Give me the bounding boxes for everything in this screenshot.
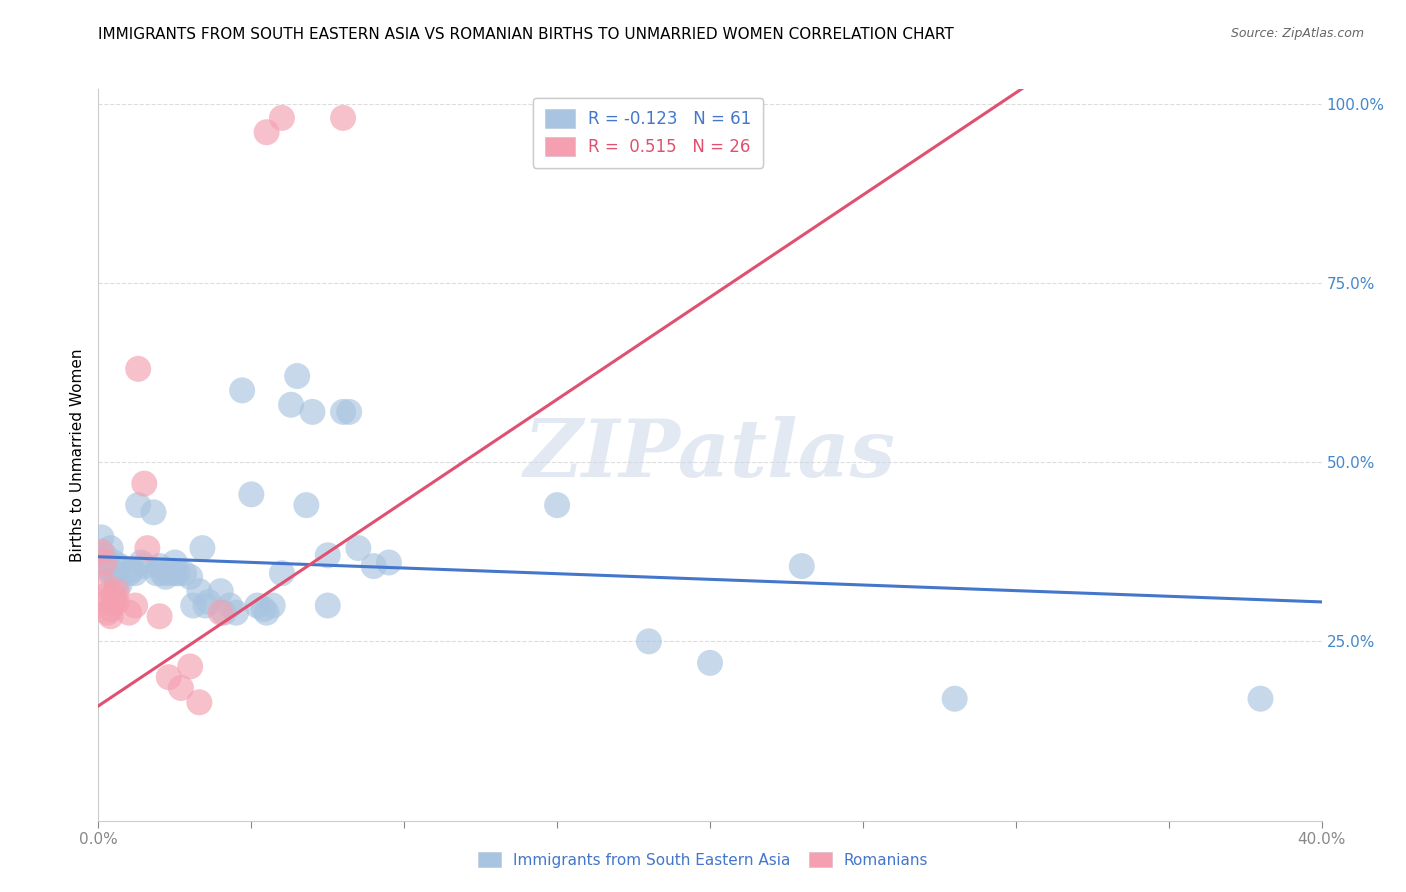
Point — [337, 405, 360, 419]
Point — [378, 556, 401, 570]
Point — [129, 556, 152, 570]
Point — [163, 556, 186, 570]
Point — [142, 505, 165, 519]
Point — [90, 530, 112, 544]
Point — [93, 549, 115, 563]
Point — [212, 606, 235, 620]
Point — [105, 584, 128, 599]
Point — [225, 606, 247, 620]
Point — [943, 691, 966, 706]
Point — [1249, 691, 1271, 706]
Point — [188, 695, 211, 709]
Point — [105, 595, 128, 609]
Point — [252, 602, 274, 616]
Point — [173, 566, 195, 581]
Y-axis label: Births to Unmarried Women: Births to Unmarried Women — [69, 348, 84, 562]
Point — [332, 111, 354, 125]
Point — [97, 588, 120, 602]
Point — [127, 362, 149, 376]
Point — [93, 556, 115, 570]
Point — [179, 659, 201, 673]
Point — [90, 545, 112, 559]
Point — [256, 125, 278, 139]
Point — [157, 566, 180, 581]
Point — [170, 681, 193, 695]
Point — [152, 566, 174, 581]
Point — [118, 606, 141, 620]
Point — [134, 559, 156, 574]
Point — [270, 111, 292, 125]
Point — [191, 541, 214, 556]
Point — [136, 541, 159, 556]
Point — [97, 595, 120, 609]
Point — [181, 599, 204, 613]
Point — [100, 609, 122, 624]
Point — [145, 566, 167, 581]
Point — [301, 405, 323, 419]
Point — [149, 559, 172, 574]
Point — [699, 656, 721, 670]
Point — [197, 595, 219, 609]
Point — [285, 369, 308, 384]
Point — [100, 566, 122, 581]
Point — [157, 670, 180, 684]
Point — [97, 556, 120, 570]
Point — [108, 577, 131, 591]
Point — [93, 577, 115, 591]
Point — [103, 556, 125, 570]
Point — [262, 599, 284, 613]
Point — [363, 559, 385, 574]
Point — [149, 609, 172, 624]
Point — [332, 405, 354, 419]
Point — [546, 498, 568, 512]
Point — [219, 599, 242, 613]
Legend: Immigrants from South Eastern Asia, Romanians: Immigrants from South Eastern Asia, Roma… — [470, 844, 936, 875]
Point — [97, 606, 120, 620]
Point — [105, 577, 128, 591]
Point — [124, 599, 146, 613]
Point — [637, 634, 661, 648]
Point — [209, 606, 232, 620]
Point — [188, 584, 211, 599]
Point — [163, 566, 186, 581]
Point — [100, 541, 122, 556]
Point — [124, 566, 146, 581]
Text: Source: ZipAtlas.com: Source: ZipAtlas.com — [1230, 27, 1364, 40]
Text: IMMIGRANTS FROM SOUTH EASTERN ASIA VS ROMANIAN BIRTHS TO UNMARRIED WOMEN CORRELA: IMMIGRANTS FROM SOUTH EASTERN ASIA VS RO… — [98, 27, 955, 42]
Point — [246, 599, 269, 613]
Point — [194, 599, 217, 613]
Point — [134, 476, 156, 491]
Point — [316, 549, 339, 563]
Text: ZIPatlas: ZIPatlas — [524, 417, 896, 493]
Point — [231, 384, 253, 398]
Point — [179, 570, 201, 584]
Point — [790, 559, 813, 574]
Point — [347, 541, 370, 556]
Point — [209, 584, 232, 599]
Point — [121, 563, 143, 577]
Point — [167, 566, 190, 581]
Point — [316, 599, 339, 613]
Point — [103, 566, 125, 581]
Point — [103, 595, 125, 609]
Point — [270, 566, 292, 581]
Point — [256, 606, 278, 620]
Point — [103, 588, 125, 602]
Point — [118, 566, 141, 581]
Point — [127, 498, 149, 512]
Point — [295, 498, 318, 512]
Legend: R = -0.123   N = 61, R =  0.515   N = 26: R = -0.123 N = 61, R = 0.515 N = 26 — [533, 97, 763, 168]
Point — [108, 559, 131, 574]
Point — [93, 559, 115, 574]
Point — [155, 570, 177, 584]
Point — [100, 602, 122, 616]
Point — [240, 487, 263, 501]
Point — [280, 398, 302, 412]
